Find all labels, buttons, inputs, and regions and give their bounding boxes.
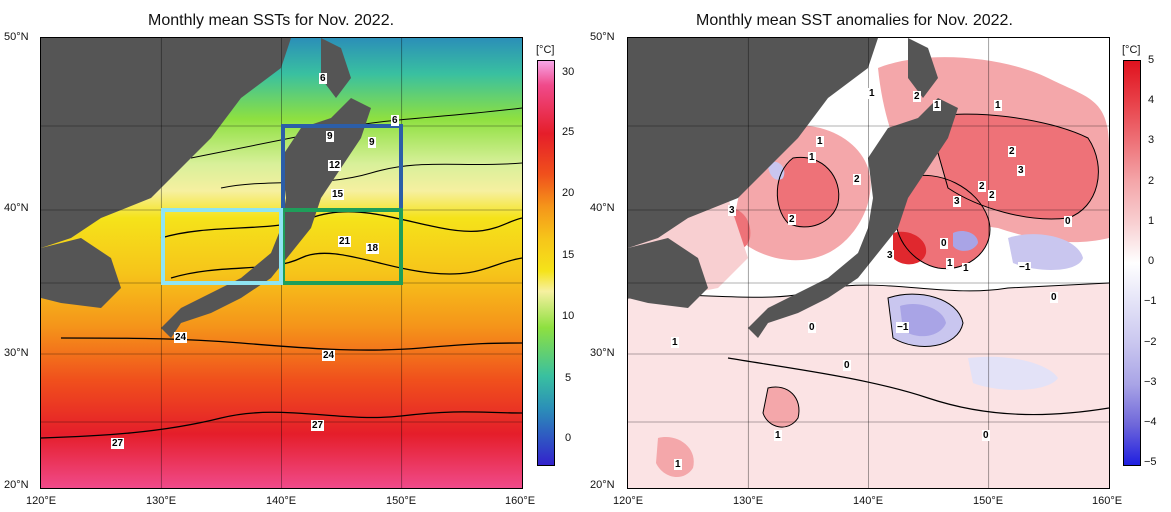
anomaly-contour-label: 1	[962, 263, 970, 274]
sst-colorbar-tick: 10	[562, 310, 575, 322]
anomaly-colorbar-tick: 2	[1148, 175, 1155, 187]
sst-map-canvas	[41, 38, 522, 488]
anomaly-contour-label: 1	[808, 152, 816, 163]
anomaly-colorbar-tick: 1	[1148, 215, 1155, 227]
anomaly-contour-label: 0	[843, 360, 851, 371]
sst-colorbar-tick: 20	[562, 187, 575, 199]
anomaly-colorbar-tick: −2	[1144, 336, 1157, 348]
anomaly-contour-label: 3	[886, 250, 894, 261]
sst-contour-label: 18	[366, 243, 380, 254]
y-tick: 30°N	[590, 347, 615, 359]
anomaly-contour-label: 0	[1064, 216, 1072, 227]
x-tick: 140°E	[853, 495, 884, 507]
anomaly-cold-patches	[768, 161, 1083, 390]
sst-contour-label: 27	[311, 420, 325, 431]
anomaly-colorbar-tick: 0	[1148, 255, 1155, 267]
sst-contour-label: 24	[322, 350, 336, 361]
anomaly-title: Monthly mean SST anomalies for Nov. 2022…	[696, 12, 1013, 29]
sst-contour-label: 6	[391, 115, 399, 126]
sst-contour-label: 15	[331, 189, 345, 200]
x-tick: 160°E	[505, 495, 536, 507]
anomaly-contour-label: 0	[940, 238, 948, 249]
anomaly-contour-label: 0	[982, 430, 990, 441]
anomaly-colorbar-tick: 4	[1148, 94, 1155, 106]
anomaly-colorbar	[1123, 60, 1141, 466]
anomaly-contour-label: 2	[788, 214, 796, 225]
sst-contour-label: 24	[174, 332, 188, 343]
y-tick: 20°N	[4, 479, 29, 491]
box-sea-of-japan	[161, 208, 283, 285]
anomaly-colorbar-tick: −4	[1144, 416, 1157, 428]
sst-contour-label: 6	[319, 73, 327, 84]
sst-colorbar-tick: 5	[565, 372, 572, 384]
sst-contour-label: 9	[326, 131, 334, 142]
anomaly-contour-label: 3	[1017, 165, 1025, 176]
anomaly-contour-label: 1	[868, 88, 876, 99]
anomaly-contour-label: 1	[774, 430, 782, 441]
x-tick: 150°E	[386, 495, 417, 507]
x-tick: 130°E	[733, 495, 764, 507]
x-tick: 140°E	[266, 495, 297, 507]
anomaly-contour-label: 0	[808, 322, 816, 333]
x-tick: 130°E	[146, 495, 177, 507]
y-tick: 50°N	[590, 31, 615, 43]
anomaly-contour-label: 2	[853, 174, 861, 185]
sst-contour-label: 12	[328, 160, 342, 171]
anomaly-contour-label: 2	[913, 91, 921, 102]
anomaly-colorbar-tick: 3	[1148, 134, 1155, 146]
y-tick: 20°N	[590, 479, 615, 491]
sst-title: Monthly mean SSTs for Nov. 2022.	[148, 12, 395, 29]
sst-contour-label: 27	[111, 438, 125, 449]
anomaly-colorbar-tick: 5	[1148, 54, 1155, 66]
sst-colorbar-tick: 15	[562, 249, 575, 261]
anomaly-contour-label: 1	[933, 100, 941, 111]
y-tick: 50°N	[4, 31, 29, 43]
anomaly-contour-label: 1	[816, 136, 824, 147]
anomaly-contour-label: 3	[953, 196, 961, 207]
anomaly-contour-label: 1	[946, 258, 954, 269]
y-tick: 30°N	[4, 347, 29, 359]
anomaly-contour-label: 2	[978, 181, 986, 192]
anomaly-contour-label: 0	[1050, 292, 1058, 303]
sst-contour-label: 21	[338, 236, 352, 247]
x-tick: 160°E	[1092, 495, 1123, 507]
y-tick: 40°N	[4, 202, 29, 214]
anomaly-land	[628, 38, 958, 338]
sst-contour-label: 9	[368, 137, 376, 148]
anomaly-map: 1 2 1 1 1 1 2 2 3 2 3 2 2 3 0 3 1 1 0 −1…	[627, 37, 1110, 489]
sst-contours	[41, 107, 522, 439]
anomaly-contour-label: −1	[1018, 262, 1032, 273]
anomaly-grid	[628, 38, 1109, 488]
x-tick: 120°E	[26, 495, 57, 507]
sst-colorbar-tick: 30	[562, 66, 575, 78]
anomaly-colorbar-tick: −5	[1144, 456, 1157, 468]
sst-colorbar-tick: 25	[562, 126, 575, 138]
sst-colorbar-tick: 0	[565, 432, 572, 444]
sst-land	[41, 38, 371, 338]
anomaly-contour-label: 1	[674, 459, 682, 470]
anomaly-contour-label: −1	[896, 322, 910, 333]
x-tick: 120°E	[613, 495, 644, 507]
sst-colorbar-unit: [°C]	[536, 44, 555, 56]
sst-colorbar	[537, 60, 555, 466]
anomaly-contour-label: 2	[988, 190, 996, 201]
anomaly-contour-label: 3	[728, 205, 736, 216]
sst-map: 6 6 9 9 12 15 21 18 24 24 27 27	[40, 37, 523, 489]
anomaly-contour-label: 1	[671, 337, 679, 348]
anomaly-colorbar-tick: −1	[1144, 295, 1157, 307]
anomaly-colorbar-unit: [°C]	[1122, 44, 1141, 56]
anomaly-contour-label: 2	[1008, 146, 1016, 157]
anomaly-map-canvas	[628, 38, 1109, 488]
anomaly-colorbar-tick: −3	[1144, 376, 1157, 388]
y-tick: 40°N	[590, 202, 615, 214]
x-tick: 150°E	[973, 495, 1004, 507]
anomaly-contour-label: 1	[994, 100, 1002, 111]
